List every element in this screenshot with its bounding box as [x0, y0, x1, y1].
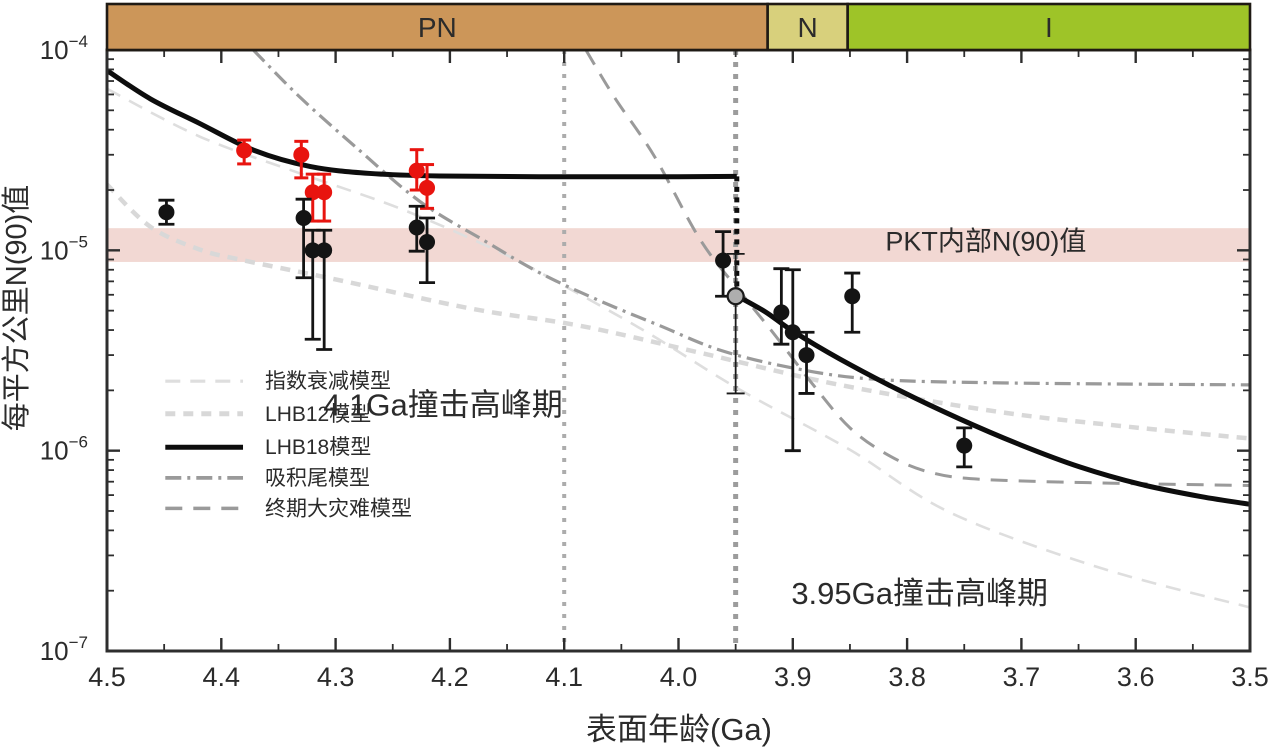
data-point [304, 184, 321, 201]
gray-open-sample [726, 252, 745, 395]
legend-label-5: 终期大灾难模型 [265, 497, 412, 520]
data-point [419, 179, 436, 196]
legend-label-1: 指数衰减模型 [265, 370, 391, 393]
data-point [419, 234, 436, 251]
x-axis-title: 表面年龄(Ga) [586, 712, 772, 747]
x-tick-labels: 4.5 4.4 4.3 4.2 4.1 4.0 3.9 3.8 3.7 3.6 3.5 [88, 662, 1268, 692]
x-tick-label: 4.5 [88, 662, 126, 692]
model-curve-5 [584, 50, 1250, 488]
y-tick-label: 10−4 [40, 32, 88, 65]
x-tick-label: 3.6 [1117, 662, 1155, 692]
x-tick-label: 3.9 [774, 662, 812, 692]
epoch-segment-I [846, 2, 1252, 52]
data-point [304, 242, 321, 259]
pkt-band [107, 228, 1250, 262]
data-point [844, 288, 861, 305]
y-tick-label: 10−5 [40, 232, 88, 265]
model-curves [107, 50, 1250, 609]
data-point [236, 142, 253, 159]
annotation-2: 3.95Ga撞击高峰期 [791, 576, 1048, 611]
annotation-1: 4.1Ga撞击高峰期 [323, 387, 562, 422]
data-point [798, 347, 815, 364]
x-tick-label: 3.8 [888, 662, 926, 692]
data-point [293, 146, 310, 163]
epoch-bar: PN N I [105, 2, 1252, 52]
data-point [408, 162, 425, 179]
epoch-label-PN: PN [418, 12, 457, 43]
legend-label-3: LHB18模型 [265, 436, 371, 459]
red-samples [236, 138, 436, 223]
y-tick-label: 10−7 [40, 633, 88, 666]
legend-label-4: 吸积尾模型 [265, 467, 370, 490]
data-point [408, 219, 425, 236]
x-tick-label: 4.0 [660, 662, 698, 692]
x-tick-label: 3.7 [1003, 662, 1041, 692]
model-curve-1 [107, 87, 1250, 609]
x-tick-label: 4.4 [203, 662, 241, 692]
x-tick-label: 4.1 [545, 662, 583, 692]
model-curve-4 [252, 50, 1250, 387]
y-tick-label: 10−6 [40, 433, 88, 466]
data-point [726, 287, 745, 306]
data-point [316, 242, 333, 259]
black-samples [158, 197, 973, 469]
model-curve-3 [107, 68, 1250, 507]
data-point [158, 204, 175, 221]
epoch-label-N: N [798, 12, 818, 43]
epoch-label-I: I [1045, 12, 1053, 43]
legend-label-2: LHB12模型 [265, 403, 371, 426]
x-tick-label: 4.2 [431, 662, 469, 692]
data-point [316, 184, 333, 201]
model-curve-2 [107, 182, 1250, 441]
y-tick-labels: 10−4 10−5 10−6 10−7 [40, 32, 88, 666]
data-point [715, 252, 732, 269]
epoch-segment-N [766, 2, 849, 52]
data-point [295, 210, 312, 227]
x-tick-label: 3.5 [1231, 662, 1268, 692]
pkt-band-label: PKT内部N(90)值 [885, 226, 1086, 256]
data-point [784, 324, 801, 341]
data-point [956, 437, 973, 454]
y-axis-title: 每平方公里N(90)值 [0, 185, 33, 432]
x-tick-label: 4.3 [317, 662, 355, 692]
data-point [773, 304, 790, 321]
